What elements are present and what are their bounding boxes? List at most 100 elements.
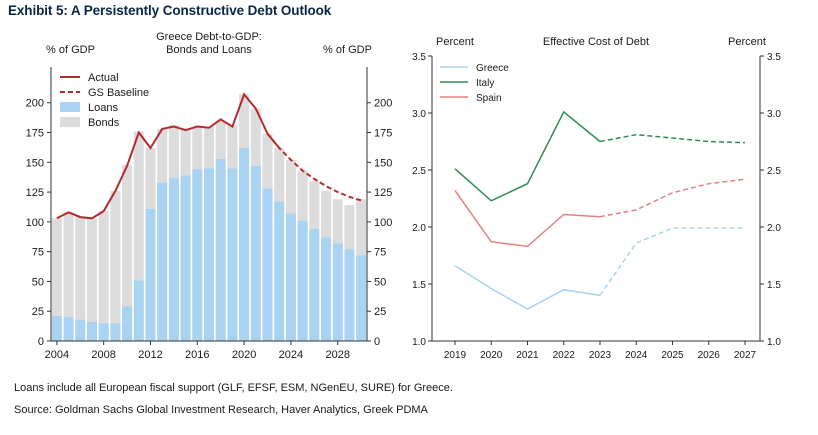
- right-y-tick-label: 200: [374, 98, 392, 110]
- greece-projection-line: [599, 227, 745, 296]
- left-y-tick-label: 100: [26, 217, 44, 229]
- loans-bar: [63, 317, 74, 341]
- x-tick-label: 2008: [91, 349, 115, 361]
- bonds-bar: [321, 190, 332, 238]
- bonds-bar: [110, 190, 121, 324]
- gs-baseline-line: [266, 133, 362, 202]
- right-y-tick-label: 125: [374, 187, 392, 199]
- bonds-bar: [122, 164, 133, 307]
- loans-bar: [215, 158, 226, 341]
- right-y-tick-label: 75: [374, 247, 386, 259]
- left-y-tick-label: 2.5: [412, 166, 426, 177]
- loans-bar: [356, 255, 367, 341]
- x-tick-label: 2016: [185, 349, 209, 361]
- legend-greece-label: Greece: [476, 63, 509, 74]
- spain-projection-line: [599, 178, 746, 218]
- x-tick-label: 2024: [279, 349, 303, 361]
- loans-bar: [157, 182, 168, 341]
- greece-actual-line: [454, 265, 601, 310]
- right-y-tick-label: 175: [374, 128, 392, 140]
- bonds-bar: [285, 159, 296, 214]
- loans-bar: [145, 208, 156, 341]
- chart-subtitle: Bonds and Loans: [166, 44, 252, 56]
- bonds-bar: [145, 148, 156, 209]
- bonds-bar: [309, 181, 320, 230]
- legend-italy-label: Italy: [476, 78, 494, 89]
- loans-bar: [203, 168, 215, 341]
- bonds-bar: [332, 199, 343, 244]
- left-y-tick-label: 0: [38, 336, 44, 348]
- left-y-tick-label: 50: [32, 276, 44, 288]
- bonds-bar: [180, 130, 191, 176]
- bonds-bar: [250, 108, 261, 166]
- loans-bar: [75, 319, 86, 341]
- left-y-tick-label: 1.5: [412, 280, 426, 291]
- bonds-bar: [274, 148, 285, 202]
- loans-bar: [262, 188, 273, 341]
- loans-bar: [122, 306, 133, 341]
- legend-bonds-label: Bonds: [88, 117, 120, 129]
- bonds-bar: [168, 125, 179, 178]
- loans-bar: [227, 168, 238, 341]
- bonds-bar: [157, 128, 168, 183]
- bonds-bar: [75, 217, 86, 320]
- bonds-bar: [98, 211, 109, 324]
- left-axis-label: Percent: [436, 36, 474, 48]
- left-axis-label: % of GDP: [46, 44, 95, 56]
- chart-source: Source: Goldman Sachs Global Investment …: [14, 404, 428, 416]
- left-y-tick-label: 1.0: [412, 337, 426, 348]
- right-y-tick-label: 2.0: [767, 223, 781, 234]
- left-y-tick-label: 200: [26, 98, 44, 110]
- legend-spain-label: Spain: [476, 93, 502, 104]
- bonds-bar: [133, 131, 144, 281]
- right-y-tick-label: 3.5: [767, 52, 781, 63]
- bonds-bar: [344, 205, 355, 250]
- loans-bar: [285, 213, 296, 341]
- left-y-tick-label: 150: [26, 157, 44, 169]
- loans-bar: [98, 323, 109, 341]
- bonds-bar: [239, 94, 250, 149]
- legend-loans-label: Loans: [88, 102, 118, 114]
- right-y-tick-label: 150: [374, 157, 392, 169]
- bonds-bar: [356, 199, 367, 256]
- x-tick-label: 2028: [325, 349, 349, 361]
- right-y-tick-label: 1.5: [767, 280, 781, 291]
- right-y-tick-label: 3.0: [767, 109, 781, 120]
- x-tick-label: 2019: [444, 350, 467, 361]
- x-tick-label: 2020: [232, 349, 256, 361]
- loans-bar: [274, 201, 285, 341]
- bonds-bar: [63, 212, 74, 318]
- loans-bar: [51, 315, 62, 341]
- bonds-bar: [51, 218, 62, 316]
- loans-bar: [110, 323, 121, 341]
- exhibit-title: Exhibit 5: A Persistently Constructive D…: [8, 3, 332, 18]
- debt-to-gdp-chart: Greece Debt-to-GDP:Bonds and Loans % of G…: [26, 31, 393, 361]
- legend-baseline-label: GS Baseline: [88, 87, 149, 99]
- loans-bar: [192, 169, 203, 341]
- left-y-tick-label: 2.0: [412, 223, 426, 234]
- loans-bar: [168, 177, 179, 341]
- x-tick-label: 2012: [138, 349, 162, 361]
- right-y-tick-label: 2.5: [767, 166, 781, 177]
- x-tick-label: 2021: [516, 350, 539, 361]
- bonds-bar: [86, 218, 97, 322]
- loans-bar: [250, 165, 261, 341]
- bonds-bar: [297, 170, 308, 221]
- chart-title: Greece Debt-to-GDP:: [156, 31, 262, 43]
- loans-bar: [133, 280, 144, 341]
- right-y-tick-label: 25: [374, 306, 386, 318]
- italy-actual-line: [454, 110, 601, 202]
- bonds-bar: [215, 120, 226, 159]
- x-tick-label: 2004: [45, 349, 69, 361]
- right-y-tick-label: 1.0: [767, 337, 781, 348]
- left-y-tick-label: 25: [32, 306, 44, 318]
- right-y-tick-label: 50: [374, 276, 386, 288]
- legend-loans-swatch: [60, 102, 80, 112]
- right-y-tick-label: 100: [374, 217, 392, 229]
- loans-bar: [309, 229, 320, 341]
- left-y-tick-label: 175: [26, 128, 44, 140]
- legend-bonds-swatch: [60, 117, 80, 127]
- x-tick-label: 2026: [698, 350, 721, 361]
- italy-projection-line: [599, 133, 746, 144]
- right-y-tick-label: 0: [374, 336, 380, 348]
